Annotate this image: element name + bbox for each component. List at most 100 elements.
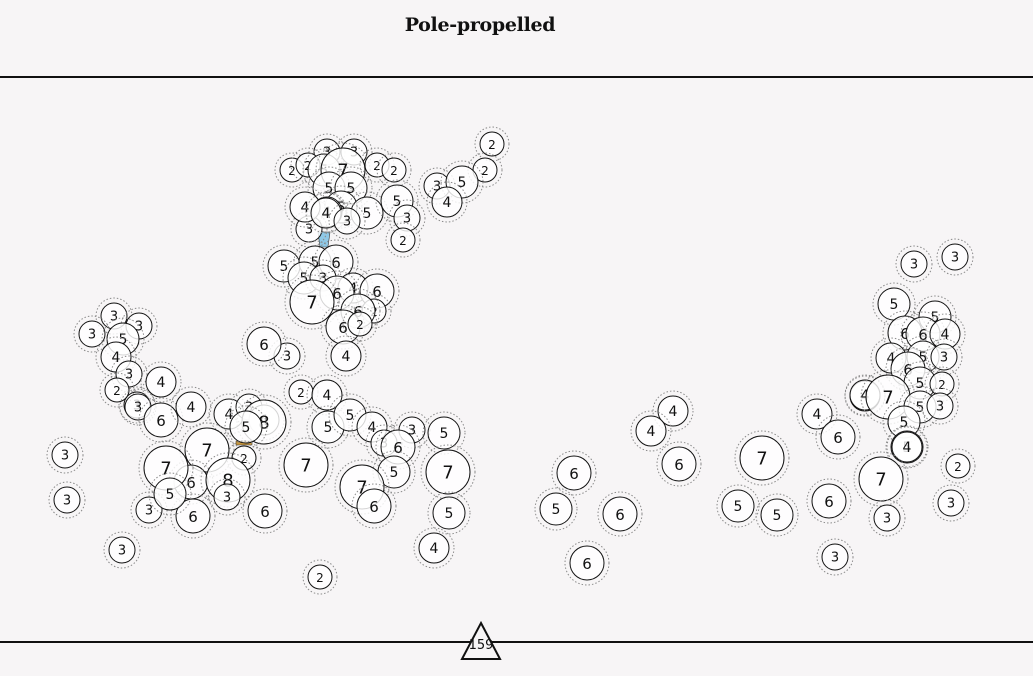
node-4: 4 bbox=[140, 361, 182, 403]
node-2: 2 bbox=[342, 306, 378, 342]
node-5: 5 bbox=[534, 487, 578, 531]
node-halo bbox=[242, 488, 288, 534]
node-halo bbox=[170, 386, 212, 428]
node-label: 5 bbox=[166, 487, 175, 503]
node-circle bbox=[153, 477, 187, 511]
node-label: 2 bbox=[390, 164, 398, 178]
node-halo bbox=[302, 559, 338, 595]
node-circle bbox=[941, 243, 969, 271]
node-label: 2 bbox=[399, 234, 407, 248]
node-halo bbox=[170, 493, 216, 539]
node-circle bbox=[135, 496, 163, 524]
node-circle bbox=[479, 131, 505, 157]
node-label: 6 bbox=[903, 361, 913, 379]
node-circle bbox=[602, 496, 638, 532]
node-label: 2 bbox=[488, 138, 496, 152]
node-2: 2 bbox=[924, 366, 960, 402]
node-circle bbox=[431, 186, 463, 218]
node-4: 4 bbox=[652, 390, 694, 432]
node-label: 3 bbox=[940, 351, 948, 366]
node-circle bbox=[569, 545, 605, 581]
node-label: 6 bbox=[188, 508, 198, 526]
node-halo bbox=[372, 450, 416, 494]
node-halo bbox=[895, 245, 933, 283]
node-label: 4 bbox=[647, 424, 656, 440]
node-4: 4 bbox=[413, 527, 455, 569]
node-halo bbox=[351, 483, 397, 529]
node-halo bbox=[597, 491, 643, 537]
node-5: 5 bbox=[427, 491, 471, 535]
node-label: 8 bbox=[222, 471, 233, 492]
node-label: 8 bbox=[258, 413, 269, 434]
node-label: 2 bbox=[938, 378, 946, 392]
node-3: 3 bbox=[103, 531, 141, 569]
node-label: 5 bbox=[734, 499, 743, 515]
node-label: 6 bbox=[918, 326, 928, 344]
node-3: 3 bbox=[328, 202, 366, 240]
node-label: 3 bbox=[63, 494, 71, 509]
node-circle bbox=[143, 402, 179, 438]
node-halo bbox=[564, 540, 610, 586]
node-4: 4 bbox=[325, 335, 367, 377]
node-halo bbox=[474, 126, 510, 162]
node-label: 4 bbox=[903, 440, 912, 456]
node-label: 4 bbox=[813, 407, 822, 423]
node-halo bbox=[755, 493, 799, 537]
node-label: 7 bbox=[882, 388, 893, 409]
node-label: 6 bbox=[393, 439, 403, 457]
node-label: 6 bbox=[156, 412, 166, 430]
node-halo bbox=[148, 472, 192, 516]
node-circle bbox=[78, 320, 106, 348]
node-circle bbox=[175, 391, 207, 423]
node-circle bbox=[556, 455, 592, 491]
node-circle bbox=[635, 415, 667, 447]
node-circle bbox=[381, 157, 407, 183]
node-label: 5 bbox=[280, 259, 289, 275]
node-label: 3 bbox=[88, 328, 96, 343]
node-halo bbox=[716, 484, 760, 528]
node-3: 3 bbox=[208, 478, 246, 516]
node-circle bbox=[721, 489, 755, 523]
node-circle bbox=[283, 442, 329, 488]
node-label: 5 bbox=[324, 420, 333, 436]
node-3: 3 bbox=[816, 538, 854, 576]
node-label: 6 bbox=[332, 285, 342, 303]
node-circle bbox=[104, 377, 130, 403]
node-5: 5 bbox=[422, 411, 466, 455]
node-halo bbox=[376, 152, 412, 188]
node-label: 3 bbox=[125, 368, 133, 383]
node-4: 4 bbox=[630, 410, 672, 452]
node-halo bbox=[306, 374, 348, 416]
node-label: 7 bbox=[756, 449, 767, 470]
node-label: 2 bbox=[240, 452, 248, 466]
node-label: 2 bbox=[316, 571, 324, 585]
diagram-title: Pole-propelled bbox=[404, 14, 556, 36]
node-label: 5 bbox=[393, 194, 402, 210]
node-label: 5 bbox=[458, 175, 467, 191]
node-3: 3 bbox=[388, 199, 426, 237]
node-halo bbox=[924, 366, 960, 402]
node-label: 5 bbox=[900, 415, 909, 431]
node-label: 2 bbox=[481, 164, 489, 178]
node-circle bbox=[739, 435, 785, 481]
node-3: 3 bbox=[925, 338, 963, 376]
node-halo bbox=[385, 222, 421, 258]
node-label: 5 bbox=[445, 506, 454, 522]
node-2: 2 bbox=[385, 222, 421, 258]
node-circle bbox=[661, 446, 697, 482]
node-halo bbox=[551, 450, 597, 496]
node-label: 4 bbox=[323, 388, 332, 404]
node-halo bbox=[413, 527, 455, 569]
node-label: 3 bbox=[323, 146, 331, 161]
node-label: 5 bbox=[916, 376, 925, 392]
node-5: 5 bbox=[148, 472, 192, 516]
node-circle bbox=[307, 564, 333, 590]
node-circle bbox=[760, 498, 794, 532]
node-halo bbox=[314, 270, 360, 316]
node-label: 3 bbox=[936, 400, 944, 415]
node-label: 5 bbox=[440, 426, 449, 442]
node-6: 6 bbox=[564, 540, 610, 586]
node-circle bbox=[900, 250, 928, 278]
node-label: 5 bbox=[346, 408, 355, 424]
